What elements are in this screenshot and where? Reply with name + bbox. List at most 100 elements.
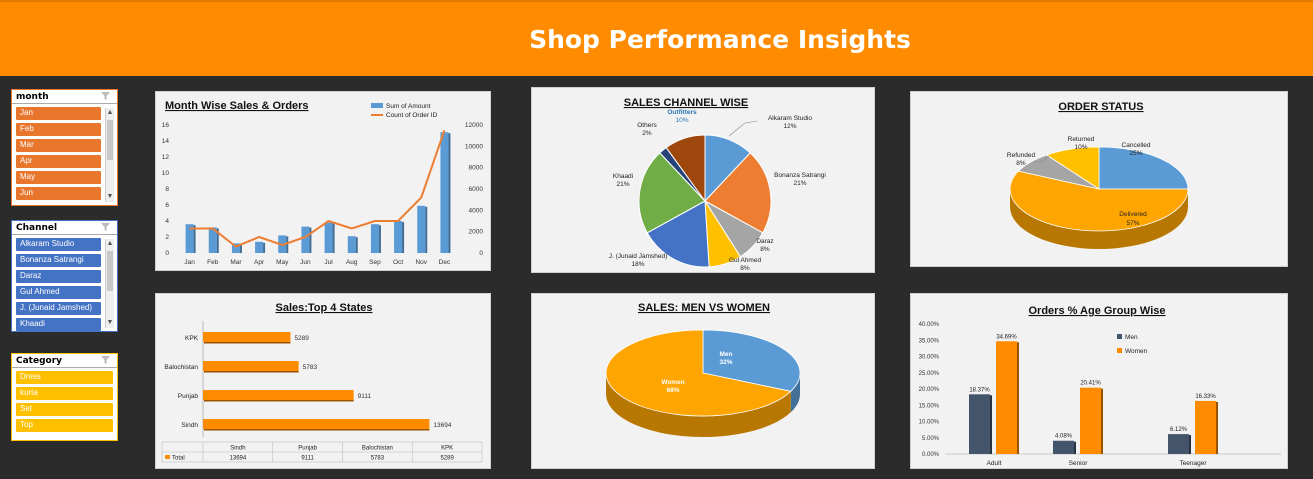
bar [394,221,403,253]
slicer-scrollbar[interactable]: ▲ ▼ [105,239,114,328]
age-group-chart: Orders % Age Group Wise 0.00% 5.00% 10.00% 1… [910,293,1288,469]
category-slicer[interactable]: Category Dress kurta Set Top [11,353,118,441]
legend-label: Women [1125,348,1148,355]
slice-label: Refunded [1007,152,1036,159]
y-tick-label: 2 [165,234,169,241]
y-tick-label: 6 [165,202,169,209]
y-tick-label: 20.00% [919,387,940,393]
leader-line [728,120,758,137]
table-header: Punjab [298,446,317,452]
bar-side [448,133,451,253]
slicer-items: Jan Feb Mar Apr May Jun [12,104,117,205]
slicer-item[interactable]: Daraz [16,270,101,283]
slicer-item[interactable]: May [16,171,101,184]
bar-side [1017,342,1019,454]
x-tick-label: Oct [393,259,403,266]
header-banner: Shop Performance Insights [0,0,1313,76]
slicer-item[interactable]: kurta [16,387,113,400]
slicer-item[interactable]: Alkaram Studio [16,238,101,251]
table-cell: 5783 [371,456,385,462]
slice-pct: 8% [760,246,770,253]
bar-side [1216,401,1218,454]
bar [203,390,354,400]
slicer-item[interactable]: Bonanza Satrangi [16,254,101,267]
slicer-item[interactable]: Dress [16,371,113,384]
bar-side [990,395,992,454]
scroll-thumb[interactable] [107,251,113,291]
y2-tick-label: 10000 [465,143,483,150]
table-series-label: Total [172,456,185,462]
slicer-item[interactable]: Top [16,419,113,432]
scroll-down-icon[interactable]: ▼ [106,193,114,200]
x-tick-label: Jul [324,259,333,266]
scroll-up-icon[interactable]: ▲ [106,240,114,247]
slicer-item[interactable]: Jan [16,107,101,120]
clear-filter-icon[interactable] [101,356,111,364]
chart-title: Orders % Age Group Wise [1028,305,1165,317]
y-tick-label: 0 [165,250,169,257]
x-tick-label: Mar [230,259,242,266]
page-title: Shop Performance Insights [529,25,911,54]
legend-swatch [1117,348,1122,353]
bar-side [1101,388,1103,454]
slicer-item[interactable]: Set [16,403,113,416]
bar [203,361,299,371]
slicer-item[interactable]: Jun [16,187,101,200]
slicer-item[interactable]: Gul Ahmed [16,286,101,299]
slicer-item[interactable]: Khaadi [16,318,101,331]
slicer-scrollbar[interactable]: ▲ ▼ [105,108,114,202]
data-label: 6.12% [1170,427,1188,433]
slice-pct: 12% [783,123,796,130]
slicer-title: Category [16,356,63,366]
bar-side [1074,441,1076,454]
slice-label: Khaadi [613,173,633,180]
legend-label: Sum of Amount [386,103,431,110]
channel-slicer[interactable]: Channel Alkaram Studio Bonanza Satrangi Da… [11,220,118,332]
men-vs-women-chart: SALES: MEN VS WOMEN Men 32% Women 68% [531,293,875,469]
slice-pct: 8% [740,265,750,272]
slice-pct: 21% [793,180,806,187]
data-label: 34.69% [996,334,1017,340]
scroll-down-icon[interactable]: ▼ [106,319,114,326]
y-tick-label: 4 [165,218,169,225]
slice-pct: 8% [1016,160,1026,167]
bar [324,222,333,253]
y2-tick-label: 4000 [469,207,484,214]
slicer-item[interactable]: J. (Junaid Jamshed) [16,302,101,315]
scroll-up-icon[interactable]: ▲ [106,109,114,116]
slice-label: Returned [1068,136,1095,143]
chart-title: Month Wise Sales & Orders [165,100,309,112]
legend-swatch [371,103,383,108]
clear-filter-icon[interactable] [101,223,111,231]
slicer-item[interactable]: Mar [16,139,101,152]
scroll-thumb[interactable] [107,120,113,160]
bar-side [204,342,291,344]
data-label: 4.08% [1055,434,1073,440]
bar [440,132,449,253]
y-tick-label: 10 [162,170,170,177]
slice-label: Outfitters [667,109,697,116]
slicer-item[interactable]: Apr [16,155,101,168]
legend-swatch [1117,334,1122,339]
bar [1195,400,1216,454]
bar-side [193,225,196,253]
table-header: Balochistan [362,446,393,452]
table-cell: 9111 [301,456,314,462]
clear-filter-icon[interactable] [101,92,111,100]
bar [255,241,264,253]
month-slicer[interactable]: month Jan Feb Mar Apr May Jun ▲ ▼ [11,89,118,206]
slicer-title: Channel [16,223,58,233]
slicer-item[interactable]: Feb [16,123,101,136]
slice-label: Bonanza Satrangi [774,172,826,179]
slice-pct: 25% [1129,150,1142,157]
table-header: KPK [441,446,453,452]
bar [231,243,240,253]
slice-pct: 32% [719,359,732,366]
pie-slice [646,200,710,268]
y-tick-label: 16 [162,122,170,129]
x-tick-label: Teenager [1179,460,1207,467]
bar-side [239,244,242,253]
x-tick-label: Apr [254,259,265,266]
pie-side [1010,189,1188,249]
